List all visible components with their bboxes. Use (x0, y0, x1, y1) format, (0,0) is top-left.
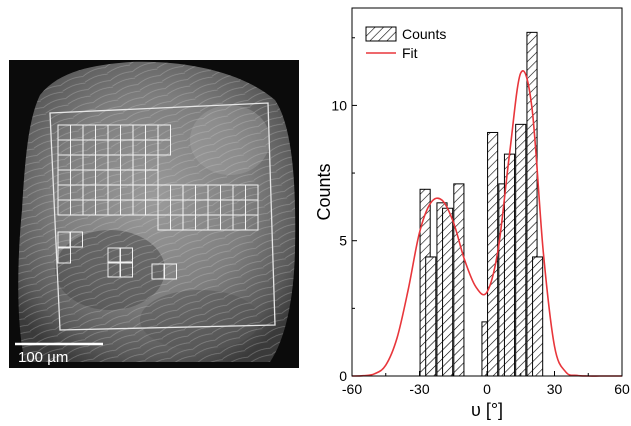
y-tick-label: 5 (339, 233, 347, 249)
x-tick-label: 0 (483, 381, 491, 397)
grid-cell (157, 139, 171, 156)
legend-counts-label: Counts (402, 26, 446, 42)
grid-cell (57, 247, 71, 264)
x-tick-label: -60 (342, 381, 362, 397)
y-tick-label: 0 (339, 368, 347, 384)
grid-cell (119, 261, 133, 278)
scale-bar-label: 100 µm (18, 349, 68, 366)
bar (532, 256, 544, 377)
x-axis-label: υ [°] (471, 400, 503, 420)
plot-frame (351, 7, 623, 377)
grid-cell (119, 247, 133, 264)
plot-area: -60 -30 0 30 60 0 5 10 (331, 7, 630, 397)
analysis-grid (57, 124, 259, 280)
grid-cell (245, 214, 259, 231)
legend-fit-label: Fit (402, 45, 418, 61)
tissue-region (18, 61, 296, 362)
x-tick-label: -30 (409, 381, 429, 397)
bar (515, 123, 527, 377)
x-axis-ticks: -60 -30 0 30 60 (342, 371, 630, 397)
bar (425, 256, 437, 377)
bars-group (419, 31, 544, 377)
bar (453, 183, 465, 377)
fit-curve (351, 70, 622, 377)
bar (487, 131, 499, 377)
micrograph-panel: 100 µm (9, 60, 299, 368)
grid-cell (163, 263, 177, 280)
y-axis-label: Counts (314, 163, 334, 220)
legend: Counts Fit (365, 26, 446, 61)
x-tick-label: 30 (547, 381, 563, 397)
roi-outline (49, 102, 276, 331)
x-tick-label: 60 (614, 381, 630, 397)
bar (442, 207, 454, 377)
legend-counts-swatch (365, 26, 397, 42)
grid-cell (69, 231, 83, 248)
y-tick-label: 10 (331, 97, 347, 113)
y-axis-ticks: 0 5 10 (331, 37, 357, 384)
histogram-chart: -60 -30 0 30 60 0 5 10 υ [°] Counts Counts Fit (314, 7, 630, 420)
